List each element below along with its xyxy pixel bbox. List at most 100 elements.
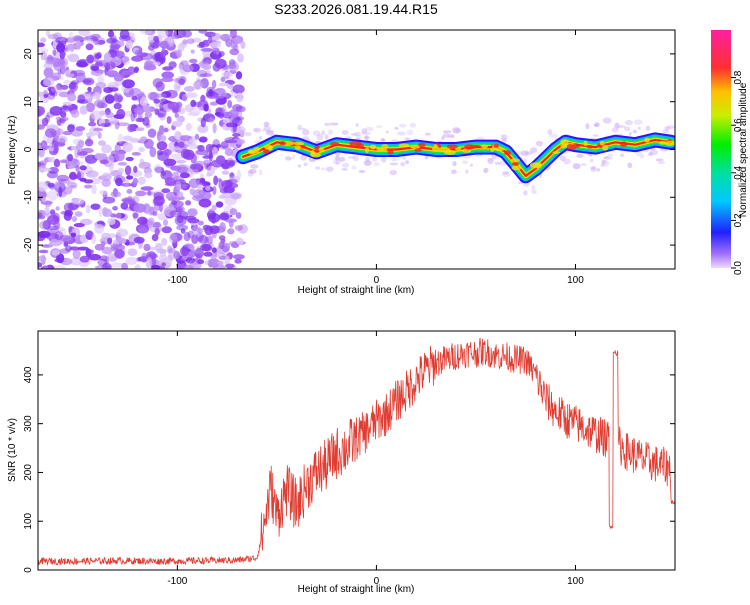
noise-blob <box>51 90 58 97</box>
noise-blob <box>122 79 135 89</box>
snr-x-tick-label: 0 <box>374 576 380 587</box>
ridge-halo-blob <box>284 156 292 161</box>
noise-blob <box>38 255 47 262</box>
ridge-halo-blob <box>632 129 638 134</box>
noise-blob <box>117 162 127 166</box>
noise-blob <box>125 256 138 266</box>
noise-blob <box>96 39 106 45</box>
noise-blob <box>212 123 217 134</box>
ridge-halo-blob <box>483 167 489 174</box>
noise-blob <box>176 224 189 231</box>
noise-blob <box>171 153 184 161</box>
spectrogram-y-ticks: -20 -10 0 10 20 <box>23 48 675 252</box>
figure-title: S233.2026.081.19.44.R15 <box>274 1 438 17</box>
noise-blob <box>203 103 209 112</box>
noise-blob <box>38 181 49 192</box>
ridge-highlight <box>664 140 675 146</box>
ridge-highlight <box>529 162 542 169</box>
noise-blob <box>188 143 198 150</box>
noise-blob <box>88 122 97 127</box>
ridge-halo-blob <box>316 133 324 141</box>
noise-blob <box>44 206 50 216</box>
noise-blob <box>205 143 213 153</box>
noise-blob <box>211 79 217 89</box>
ridge-halo-blob <box>531 184 536 190</box>
noise-blob <box>218 82 230 87</box>
noise-blob <box>220 33 231 42</box>
noise-blob <box>221 170 230 175</box>
noise-blob <box>131 95 138 101</box>
noise-blob <box>156 141 168 151</box>
noise-blob <box>140 52 153 61</box>
noise-blob <box>116 108 126 120</box>
noise-blob <box>39 190 48 199</box>
noise-blob <box>79 105 88 115</box>
noise-blob <box>215 155 226 165</box>
ridge-halo-blob <box>442 133 450 138</box>
noise-blob <box>129 137 140 143</box>
noise-blob <box>180 60 189 66</box>
noise-blob <box>67 124 75 132</box>
noise-blob <box>225 263 235 269</box>
ridge-halo-blob <box>666 125 675 129</box>
noise-blob <box>234 225 244 231</box>
colorbar-label: Normalized spectral amplitude <box>738 82 749 217</box>
noise-blob <box>237 53 244 63</box>
noise-blob <box>147 128 157 138</box>
noise-blob <box>160 77 174 83</box>
ridge-halo-blob <box>662 129 670 134</box>
spectrogram-x-label: Height of straight line (km) <box>298 285 415 296</box>
noise-blob <box>154 163 162 174</box>
noise-blob <box>90 110 103 121</box>
noise-blob <box>124 110 134 117</box>
spectrogram-y-tick-label: -20 <box>23 237 34 252</box>
ridge-halo-blob <box>648 152 653 157</box>
noise-blob <box>172 146 182 151</box>
ridge-halo-blob <box>327 129 334 136</box>
noise-blob <box>153 35 160 43</box>
ridge-highlight <box>552 151 561 154</box>
noise-blob <box>85 204 91 214</box>
ridge-halo-blob <box>292 154 296 160</box>
noise-blob <box>173 250 181 260</box>
ridge-halo-blob <box>602 117 612 124</box>
noise-blob <box>39 167 52 172</box>
noise-blob <box>158 125 165 136</box>
noise-blob <box>72 248 81 259</box>
ridge-halo-blob <box>494 161 501 165</box>
noise-blob <box>58 118 66 124</box>
noise-blob <box>207 235 213 246</box>
ridge-halo-blob <box>351 165 357 170</box>
noise-blob <box>151 264 161 269</box>
noise-blob <box>106 37 118 44</box>
noise-blob <box>91 184 97 195</box>
ridge-highlight <box>293 141 305 146</box>
noise-blob <box>44 201 52 207</box>
noise-blob <box>161 262 167 267</box>
snr-y-tick-label: 400 <box>23 366 34 383</box>
noise-blob <box>56 253 65 264</box>
noise-blob <box>83 179 94 184</box>
noise-blob <box>121 55 131 65</box>
ridge-highlight <box>410 145 420 149</box>
noise-blob <box>77 246 89 251</box>
noise-blob <box>90 65 100 72</box>
ridge-halo-blob <box>389 162 399 166</box>
noise-blob <box>234 138 246 145</box>
noise-blob <box>86 54 95 64</box>
ridge-halo-blob <box>645 125 651 131</box>
ridge-halo-blob <box>265 131 274 136</box>
noise-blob <box>221 92 232 100</box>
snr-y-tick-label: 200 <box>23 464 34 481</box>
noise-blob <box>77 149 82 156</box>
noise-blob <box>101 178 111 187</box>
noise-blob <box>51 72 62 81</box>
noise-blob <box>191 37 202 43</box>
noise-blob <box>233 37 242 45</box>
noise-blob <box>117 122 130 127</box>
noise-blob <box>108 87 119 92</box>
ridge-halo-blob <box>321 130 326 136</box>
noise-blob <box>157 107 167 118</box>
noise-blob <box>124 165 132 176</box>
ridge-highlight <box>512 161 519 166</box>
